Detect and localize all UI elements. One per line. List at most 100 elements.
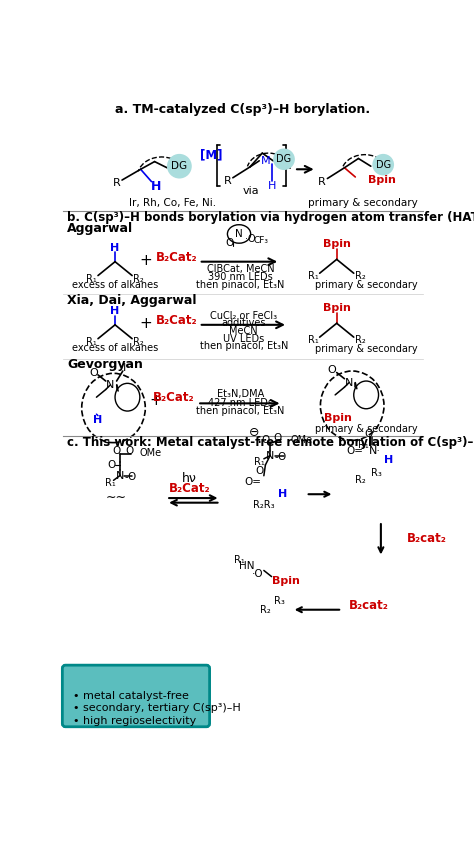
Text: DG: DG: [375, 160, 391, 170]
Text: c. This work: Metal catalyst-free remote borylation of C(sp³)–H bonds.: c. This work: Metal catalyst-free remote…: [67, 437, 474, 449]
Text: R₁: R₁: [308, 272, 319, 282]
Text: B₂cat₂: B₂cat₂: [349, 599, 389, 613]
Text: Ir, Rh, Co, Fe, Ni.: Ir, Rh, Co, Fe, Ni.: [129, 198, 216, 208]
Text: • metal catalyst-free: • metal catalyst-free: [73, 691, 189, 701]
Text: -O: -O: [275, 453, 287, 462]
Text: primary & secondary: primary & secondary: [315, 344, 417, 354]
Text: MeCN: MeCN: [229, 326, 258, 336]
Circle shape: [273, 149, 295, 170]
Text: Aggarwal: Aggarwal: [67, 222, 133, 235]
Text: via: via: [243, 186, 260, 195]
Text: R₁: R₁: [358, 440, 369, 450]
Text: Et₃N,DMA: Et₃N,DMA: [217, 389, 264, 399]
Text: • high regioselectivity: • high regioselectivity: [73, 716, 196, 726]
Text: N: N: [106, 380, 115, 390]
Text: +: +: [150, 393, 163, 408]
Text: ·O: ·O: [252, 569, 264, 579]
Text: • secondary, tertiary C(sp³)–H: • secondary, tertiary C(sp³)–H: [73, 703, 241, 713]
Text: N: N: [235, 229, 243, 239]
Text: N: N: [266, 451, 274, 461]
Text: Gevorgyan: Gevorgyan: [67, 359, 143, 371]
Text: B₂Cat₂: B₂Cat₂: [169, 481, 210, 495]
Text: R₂: R₂: [260, 606, 271, 616]
Text: O: O: [89, 367, 98, 377]
Text: R₃: R₃: [274, 596, 285, 607]
Text: Bpin: Bpin: [324, 413, 352, 423]
Text: R₁: R₁: [86, 337, 97, 347]
Text: H: H: [110, 243, 119, 253]
Text: hν: hν: [182, 472, 197, 486]
Text: then pinacol, Et₃N: then pinacol, Et₃N: [196, 406, 285, 416]
Text: O=: O=: [245, 477, 262, 487]
Text: R₁: R₁: [86, 273, 97, 283]
Text: DG: DG: [171, 162, 187, 171]
Text: O=: O=: [346, 446, 363, 456]
Text: R₂: R₂: [356, 475, 366, 486]
Text: N: N: [116, 470, 124, 481]
Text: I: I: [123, 363, 126, 373]
Text: H: H: [278, 489, 287, 499]
Text: O: O: [328, 365, 337, 376]
Text: H: H: [267, 181, 276, 191]
Text: primary & secondary: primary & secondary: [315, 424, 417, 434]
Text: M: M: [261, 156, 270, 166]
Text: N: N: [345, 377, 353, 387]
Text: R₂: R₂: [133, 337, 144, 347]
Text: 427 nm LEDs: 427 nm LEDs: [208, 398, 273, 408]
Text: UV LEDs: UV LEDs: [223, 333, 264, 343]
Text: O: O: [112, 446, 121, 456]
Text: H: H: [384, 455, 393, 465]
Text: Bpin: Bpin: [368, 175, 396, 185]
Text: O: O: [255, 466, 264, 476]
Text: Bpin: Bpin: [272, 576, 300, 586]
Text: then pinacol, Et₃N: then pinacol, Et₃N: [196, 280, 285, 290]
Text: R: R: [224, 176, 231, 186]
Text: O: O: [226, 239, 234, 248]
Text: R₁: R₁: [105, 479, 116, 488]
Text: then pinacol, Et₃N: then pinacol, Et₃N: [200, 342, 288, 351]
Text: ·O: ·O: [245, 233, 255, 244]
Text: OMe: OMe: [290, 435, 312, 444]
Text: CF₃: CF₃: [253, 236, 268, 245]
Text: R₂: R₂: [133, 273, 144, 283]
Text: B₂Cat₂: B₂Cat₂: [156, 314, 198, 327]
Text: H: H: [151, 179, 161, 193]
Text: O: O: [273, 433, 282, 443]
Text: R₂: R₂: [355, 272, 365, 282]
Text: H: H: [93, 415, 103, 426]
Text: -O: -O: [124, 472, 137, 482]
Text: [M]: [M]: [200, 149, 222, 162]
Text: B₂Cat₂: B₂Cat₂: [153, 391, 195, 404]
Text: HN: HN: [239, 561, 255, 571]
Text: Bpin: Bpin: [323, 303, 351, 313]
Text: O: O: [365, 429, 373, 439]
Text: O: O: [125, 446, 133, 456]
Text: ∼∼: ∼∼: [106, 491, 127, 504]
Text: O: O: [108, 460, 116, 470]
Text: OMe: OMe: [140, 448, 162, 459]
Text: O: O: [261, 436, 270, 445]
Text: ClBCat, MeCN: ClBCat, MeCN: [207, 265, 274, 274]
Text: H: H: [110, 306, 119, 316]
Circle shape: [373, 154, 394, 175]
Text: a. TM-catalyzed C(sp³)–H borylation.: a. TM-catalyzed C(sp³)–H borylation.: [115, 102, 371, 116]
Circle shape: [167, 154, 192, 179]
Text: b. C(sp³)–H bonds borylation via hydrogen atom transfer (HAT).: b. C(sp³)–H bonds borylation via hydroge…: [67, 211, 474, 223]
Text: primary & secondary: primary & secondary: [315, 280, 417, 290]
Text: R₂: R₂: [355, 335, 365, 345]
Text: R: R: [113, 179, 120, 188]
Text: +: +: [140, 316, 153, 331]
Text: R₂R₃: R₂R₃: [253, 500, 274, 510]
Text: R: R: [318, 177, 326, 187]
Text: DG: DG: [276, 154, 292, 164]
Text: +: +: [140, 253, 153, 267]
Text: CuCl₂ or FeCl₃: CuCl₂ or FeCl₃: [210, 310, 277, 321]
Text: Xia, Dai, Aggarwal: Xia, Dai, Aggarwal: [67, 294, 197, 307]
Text: R₃: R₃: [371, 468, 382, 478]
Text: Bpin: Bpin: [323, 239, 351, 249]
Text: ⊖: ⊖: [249, 426, 260, 439]
Text: excess of alkanes: excess of alkanes: [72, 343, 158, 353]
Text: excess of alkanes: excess of alkanes: [72, 280, 158, 290]
Text: 390 nm LEDs: 390 nm LEDs: [208, 272, 273, 282]
Text: R₁: R₁: [308, 335, 319, 345]
